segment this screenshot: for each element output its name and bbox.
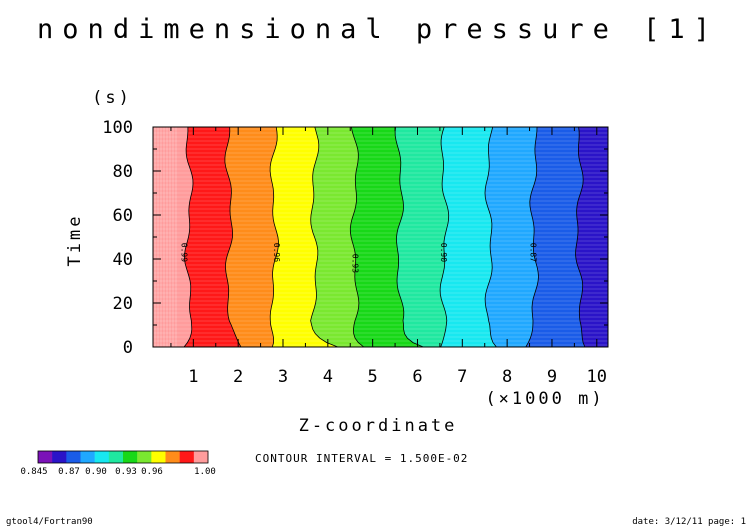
y-tick-label: 40 — [113, 250, 133, 270]
contour-label: 0.87 — [529, 243, 538, 262]
contour-interval-note: CONTOUR INTERVAL = 1.500E-02 — [255, 452, 468, 465]
band-6 — [395, 127, 449, 347]
footer-left: gtool4/Fortran90 — [6, 517, 93, 527]
contour-label: 0.93 — [351, 254, 360, 273]
contour-line-3 — [310, 126, 338, 348]
contour-line-9 — [575, 126, 586, 348]
chart-title: nondimensional pressure [1] — [37, 14, 719, 45]
band-4 — [310, 127, 364, 347]
y-tick-label: 20 — [113, 294, 133, 314]
colorbar-label: 0.87 — [58, 467, 80, 477]
colorbar-swatch — [179, 451, 195, 463]
colorbar-swatch — [123, 451, 138, 463]
y-axis-unit: (s) — [92, 88, 132, 108]
x-tick-label: 1 — [188, 367, 198, 387]
band-0 — [153, 127, 193, 347]
contour-lines — [183, 126, 586, 348]
y-axis-label: Time — [65, 214, 85, 267]
colorbar-swatch — [137, 451, 152, 463]
x-tick-label: 3 — [278, 367, 288, 387]
x-tick-label: 8 — [502, 367, 512, 387]
colorbar-swatch — [193, 451, 209, 463]
contour-label: 0.96 — [272, 243, 281, 262]
contour-label: 0.90 — [439, 243, 448, 262]
band-5 — [350, 127, 424, 347]
x-tick-label: 2 — [233, 367, 243, 387]
colorbar-frame — [37, 450, 209, 464]
colorbar-swatch — [151, 451, 166, 463]
band-2 — [224, 127, 279, 347]
contour-line-7 — [484, 126, 497, 348]
y-tick-label: 80 — [113, 162, 133, 182]
colorbar-swatch — [80, 451, 95, 463]
y-tick-label: 60 — [113, 206, 133, 226]
contour-line-8 — [525, 126, 539, 348]
x-axis-unit: (×1000 m) — [485, 389, 604, 409]
colorbar-swatch — [66, 451, 81, 463]
colorbar-swatch — [108, 451, 124, 463]
y-tick-label: 100 — [102, 118, 133, 138]
band-1 — [184, 127, 241, 347]
x-tick-label: 5 — [368, 367, 378, 387]
contour-line-0 — [183, 127, 194, 348]
band-8 — [485, 127, 539, 347]
colorbar-label: 0.845 — [20, 467, 47, 477]
colorbar-label: 0.90 — [85, 467, 107, 477]
footer-right: date: 3/12/11 page: 1 — [632, 517, 746, 527]
contour-labels: 0.99 0.96 0.93 0.90 0.87 — [180, 243, 538, 273]
contour-line-6 — [439, 126, 450, 348]
axis-ticks — [153, 126, 608, 348]
contour-line-1 — [224, 126, 242, 348]
x-tick-label: 9 — [547, 367, 557, 387]
x-tick-label: 7 — [457, 367, 467, 387]
contour-line-2 — [269, 126, 279, 348]
band-10 — [575, 127, 608, 347]
band-9 — [525, 127, 585, 347]
colorbar-swatch — [165, 451, 180, 463]
x-tick-label: 6 — [412, 367, 422, 387]
contour-label: 0.99 — [180, 243, 189, 262]
contour-line-4 — [349, 126, 365, 348]
y-tick-label: 0 — [123, 338, 133, 358]
colorbar-swatch — [38, 451, 53, 463]
colorbar-label: 0.93 — [115, 467, 137, 477]
colorbar-label: 1.00 — [194, 467, 216, 477]
contour-line-5 — [394, 126, 424, 348]
x-axis-label: Z-coordinate — [299, 416, 458, 436]
colorbar: 0.845 0.87 0.90 0.93 0.96 1.00 — [20, 450, 216, 477]
x-tick-labels: 1 2 3 4 5 6 7 8 9 10 — [188, 367, 607, 387]
colorbar-swatch — [94, 451, 110, 463]
x-tick-label: 10 — [587, 367, 607, 387]
y-tick-labels: 0 20 40 60 80 100 — [102, 118, 133, 358]
color-bands — [153, 127, 608, 347]
colorbar-swatch — [52, 451, 67, 463]
band-7 — [440, 127, 497, 347]
band-hatching — [153, 127, 608, 347]
x-tick-label: 4 — [323, 367, 333, 387]
colorbar-label: 0.96 — [141, 467, 163, 477]
band-3 — [270, 127, 338, 347]
